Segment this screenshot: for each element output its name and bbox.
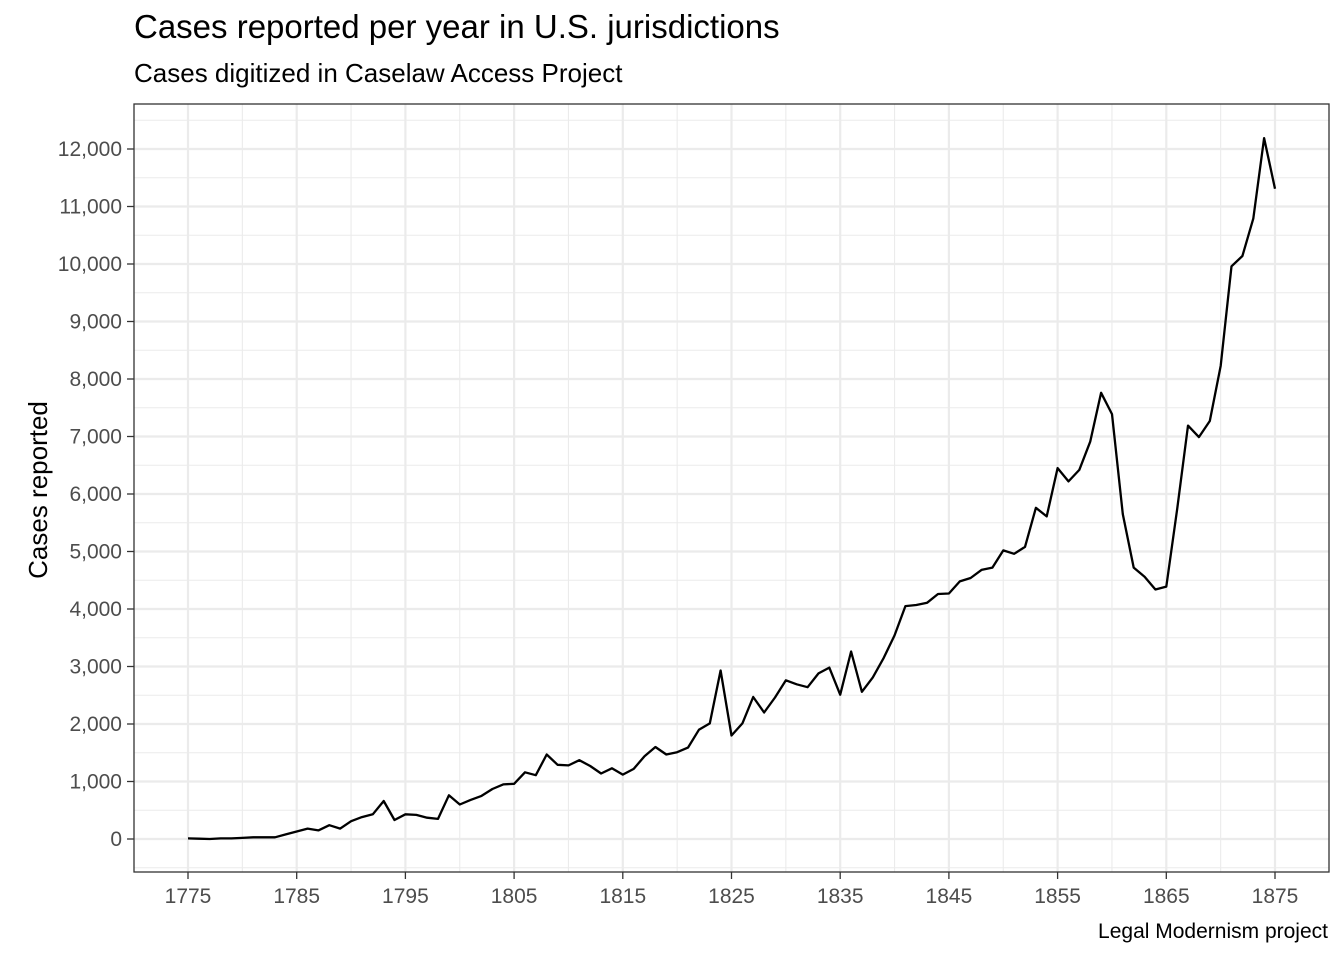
y-tick-label: 0: [110, 828, 122, 851]
y-tick-label: 12,000: [58, 138, 122, 161]
y-axis: 0 1,000 2,000 3,000 4,000 5,000 6,000 7,000 8,00…: [58, 138, 134, 851]
chart-title: Cases reported per year in U.S. jurisdic…: [134, 8, 780, 45]
chart-subtitle: Cases digitized in Caselaw Access Projec…: [134, 58, 623, 88]
x-tick-label: 1805: [491, 885, 538, 908]
x-tick-label: 1815: [599, 885, 646, 908]
minor-gridlines: [134, 104, 1329, 872]
x-tick-label: 1825: [708, 885, 755, 908]
x-tick-label: 1855: [1034, 885, 1081, 908]
y-tick-label: 1,000: [69, 771, 122, 794]
x-tick-label: 1775: [165, 885, 212, 908]
y-tick-label: 4,000: [69, 598, 122, 621]
y-tick-label: 2,000: [69, 713, 122, 736]
x-tick-label: 1835: [817, 885, 864, 908]
major-gridlines: [134, 104, 1329, 872]
y-tick-label: 9,000: [69, 311, 122, 334]
y-tick-label: 10,000: [58, 253, 122, 276]
y-tick-label: 5,000: [69, 541, 122, 564]
x-tick-label: 1845: [926, 885, 973, 908]
y-tick-label: 6,000: [69, 483, 122, 506]
y-tick-label: 3,000: [69, 656, 122, 679]
x-axis: 1775 1785 1795 1805 1815 1825 1835 1845 1855 1865…: [165, 872, 1299, 908]
chart-caption: Legal Modernism project: [1098, 920, 1328, 943]
y-axis-title: Cases reported: [23, 401, 53, 579]
y-tick-label: 8,000: [69, 368, 122, 391]
x-tick-label: 1875: [1252, 885, 1299, 908]
y-tick-label: 7,000: [69, 426, 122, 449]
y-tick-label: 11,000: [59, 196, 122, 219]
x-tick-label: 1795: [382, 885, 429, 908]
x-tick-label: 1865: [1143, 885, 1190, 908]
x-tick-label: 1785: [273, 885, 320, 908]
series-line: [187, 136, 1277, 841]
